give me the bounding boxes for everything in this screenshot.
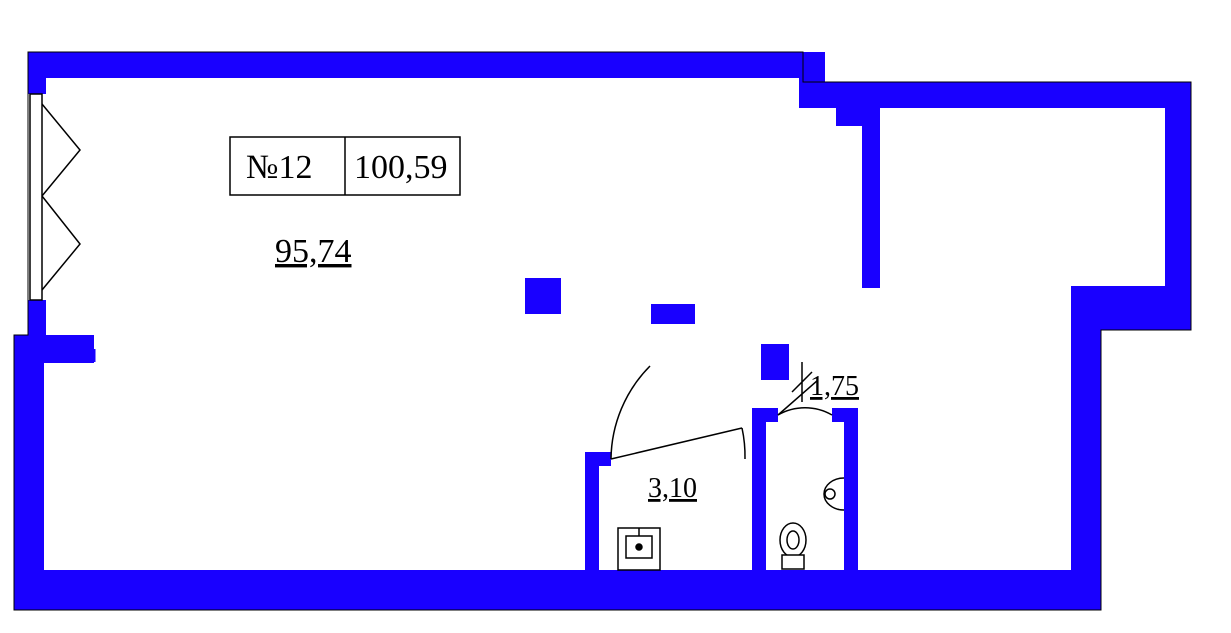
window-left [30, 94, 80, 300]
door-small-room [611, 366, 745, 459]
perimeter-outline [14, 52, 1191, 610]
basin-icon [824, 478, 844, 510]
unit-total-area: 100,59 [354, 149, 448, 186]
area-main: 95,74 [275, 233, 352, 270]
area-wc: 1,75 [810, 371, 859, 402]
unit-number: №12 [246, 149, 312, 186]
dim-tick [792, 362, 812, 402]
floor-plan: №12 100,59 95,74 3,10 1,75 [0, 0, 1231, 633]
toilet-icon [780, 523, 806, 569]
walls [14, 52, 1191, 610]
sink-icon [618, 528, 660, 570]
unit-label-box: №12 100,59 [230, 137, 460, 195]
area-small: 3,10 [648, 473, 697, 504]
